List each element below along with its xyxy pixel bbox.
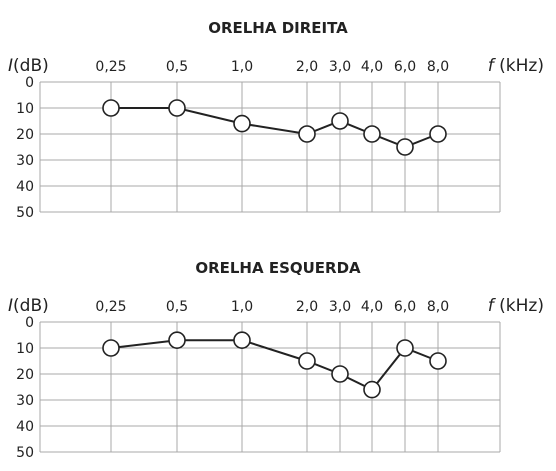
y-tick-label: 40 <box>16 179 34 195</box>
chart-title: ORELHA ESQUERDA <box>195 259 361 277</box>
data-point <box>233 114 251 133</box>
data-point <box>363 125 381 143</box>
data-point <box>168 331 186 350</box>
y-axis-label: I(dB) <box>8 56 49 76</box>
data-point <box>429 125 447 143</box>
data-point <box>396 339 414 357</box>
x-tick-label: 6,0 <box>394 299 416 315</box>
y-axis-label: I(dB) <box>8 296 49 316</box>
x-tick-label: 4,0 <box>361 299 383 315</box>
y-tick-label: 20 <box>16 367 34 383</box>
x-tick-label: 8,0 <box>427 299 449 315</box>
y-tick-label: 10 <box>16 101 34 117</box>
x-tick-label: 0,25 <box>95 299 126 315</box>
data-point <box>331 365 349 383</box>
data-point <box>363 380 381 399</box>
y-tick-label: 30 <box>16 153 34 169</box>
y-tick-label: 20 <box>16 127 34 143</box>
data-point <box>396 138 414 156</box>
y-tick-label: 0 <box>25 315 34 331</box>
y-tick-label: 0 <box>25 75 34 91</box>
series-line <box>110 339 439 391</box>
x-tick-label: 1,0 <box>231 299 253 315</box>
chart-panel-2: ORELHA ESQUERDA I(dB) f (kHz) 0 10 20 30 40 50 0,… <box>8 259 544 461</box>
data-point <box>233 331 251 350</box>
x-tick-label: 2,0 <box>296 299 318 315</box>
data-point <box>102 339 120 357</box>
data-point <box>298 352 316 370</box>
x-tick-label: 6,0 <box>394 59 416 75</box>
x-axis-label: f (kHz) <box>488 296 544 316</box>
x-tick-label: 0,5 <box>166 299 188 315</box>
y-tick-label: 50 <box>16 445 34 461</box>
y-tick-label: 10 <box>16 341 34 357</box>
data-point <box>298 125 316 143</box>
x-tick-label: 8,0 <box>427 59 449 75</box>
x-tick-label: 1,0 <box>231 59 253 75</box>
data-point <box>102 99 120 117</box>
x-axis-label: f (kHz) <box>488 56 544 76</box>
y-tick-label: 30 <box>16 393 34 409</box>
chart-panel-1: ORELHA DIREITA I(dB) f (kHz) 0 10 20 30 40 50 0,2… <box>8 19 544 221</box>
series-line <box>111 107 439 149</box>
y-tick-label: 50 <box>16 205 34 221</box>
x-tick-label: 0,5 <box>166 59 188 75</box>
x-tick-label: 3,0 <box>329 59 351 75</box>
data-point <box>429 352 447 370</box>
y-tick-label: 40 <box>16 419 34 435</box>
data-point <box>168 99 186 117</box>
chart-title: ORELHA DIREITA <box>208 19 348 37</box>
data-point <box>331 112 349 130</box>
x-tick-label: 4,0 <box>361 59 383 75</box>
x-tick-label: 0,25 <box>95 59 126 75</box>
x-tick-label: 2,0 <box>296 59 318 75</box>
x-tick-label: 3,0 <box>329 299 351 315</box>
